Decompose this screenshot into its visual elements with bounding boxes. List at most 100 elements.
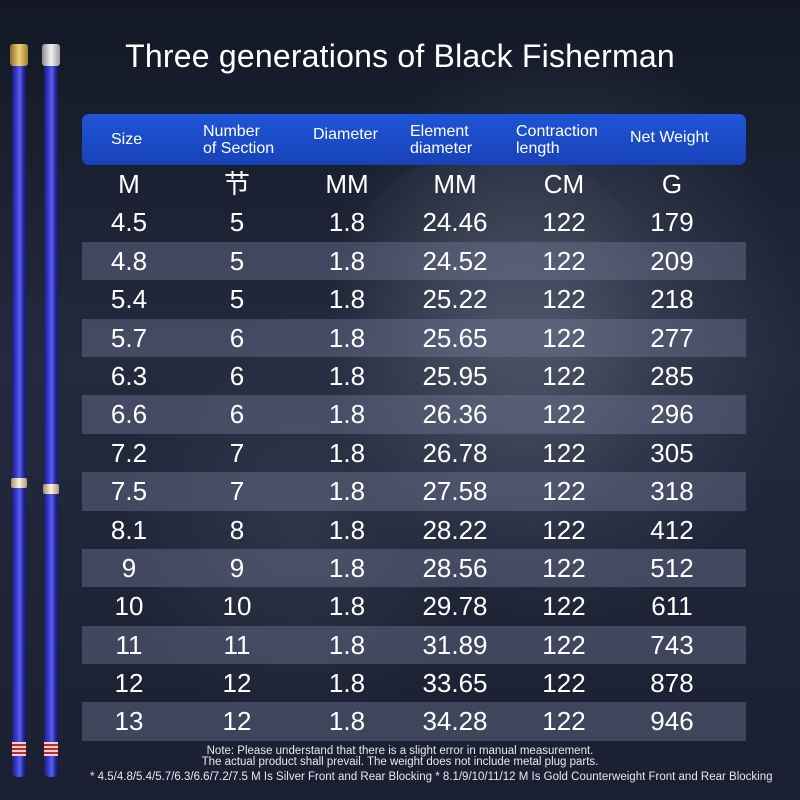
cell-sections: 12 bbox=[222, 668, 252, 699]
page-title: Three generations of Black Fisherman bbox=[125, 38, 675, 74]
unit-contraction-length: CM bbox=[543, 169, 585, 199]
header-net-weight: Net Weight bbox=[630, 114, 709, 160]
cell-diameter: 1.8 bbox=[328, 591, 366, 622]
cell-size: 4.5 bbox=[110, 207, 148, 238]
fishing-rod-right bbox=[44, 52, 58, 777]
cell-diameter: 1.8 bbox=[328, 552, 366, 583]
cell-size: 6.6 bbox=[110, 399, 148, 430]
cell-size: 8.1 bbox=[110, 514, 148, 545]
table-row: 4.8 5 1.8 24.52 122 209 bbox=[82, 241, 746, 281]
cell-sections: 9 bbox=[229, 552, 245, 583]
cell-element-diameter: 25.22 bbox=[422, 284, 488, 315]
cell-diameter: 1.8 bbox=[328, 668, 366, 699]
cell-sections: 11 bbox=[223, 629, 251, 660]
cell-sections: 6 bbox=[229, 322, 245, 353]
header-label: length bbox=[516, 139, 560, 157]
cell-diameter: 1.8 bbox=[328, 284, 366, 315]
table-row: 11 11 1.8 31.89 122 743 bbox=[82, 625, 746, 665]
cell-net-weight: 218 bbox=[650, 284, 694, 315]
rod-cap-silver bbox=[42, 44, 60, 66]
cell-sections: 5 bbox=[229, 245, 245, 276]
cell-sections: 7 bbox=[229, 437, 245, 468]
cell-net-weight: 611 bbox=[651, 591, 693, 622]
cell-contraction-length: 122 bbox=[542, 399, 586, 430]
cell-diameter: 1.8 bbox=[328, 476, 366, 507]
table-row: 7.5 7 1.8 27.58 122 318 bbox=[82, 472, 746, 511]
header-diameter: Diameter bbox=[313, 114, 378, 154]
cell-element-diameter: 34.28 bbox=[422, 706, 488, 737]
cell-contraction-length: 122 bbox=[542, 668, 586, 699]
cell-net-weight: 209 bbox=[650, 245, 694, 276]
table-row: 4.5 5 1.8 24.46 122 179 bbox=[82, 203, 746, 241]
unit-net-weight: G bbox=[661, 169, 683, 199]
cell-element-diameter: 33.65 bbox=[422, 668, 488, 699]
header-label: Size bbox=[111, 131, 143, 148]
header-label: Element bbox=[410, 122, 469, 140]
cell-sections: 10 bbox=[222, 591, 252, 622]
cell-net-weight: 743 bbox=[650, 629, 694, 660]
table-header: Size Number of Section Diameter Element … bbox=[82, 114, 746, 165]
cell-contraction-length: 122 bbox=[542, 360, 586, 391]
cell-sections: 5 bbox=[229, 284, 245, 315]
cell-contraction-length: 122 bbox=[542, 552, 586, 583]
note-line: Note: Please understand that there is a … bbox=[206, 745, 594, 757]
cell-size: 10 bbox=[114, 591, 144, 622]
header-contraction-length: Contraction length bbox=[516, 114, 598, 165]
cell-size: 5.7 bbox=[110, 322, 148, 353]
cell-net-weight: 946 bbox=[650, 706, 694, 737]
table-row: 6.6 6 1.8 26.36 122 296 bbox=[82, 395, 746, 434]
cell-contraction-length: 122 bbox=[542, 245, 586, 276]
cell-element-diameter: 25.95 bbox=[422, 360, 488, 391]
cell-element-diameter: 24.52 bbox=[422, 245, 488, 276]
cell-contraction-length: 122 bbox=[542, 284, 586, 315]
table-row: 13 12 1.8 34.28 122 946 bbox=[82, 702, 746, 741]
cell-sections: 5 bbox=[229, 207, 245, 238]
table-row: 9 9 1.8 28.56 122 512 bbox=[82, 548, 746, 588]
units-row: M 节 MM MM CM G bbox=[82, 165, 746, 203]
cell-element-diameter: 27.58 bbox=[422, 476, 488, 507]
cell-diameter: 1.8 bbox=[328, 207, 366, 238]
table-row: 8.1 8 1.8 28.22 122 412 bbox=[82, 511, 746, 549]
header-size: Size bbox=[111, 114, 142, 165]
cell-sections: 6 bbox=[229, 360, 245, 391]
cell-contraction-length: 122 bbox=[542, 629, 586, 660]
header-label: Contraction bbox=[516, 122, 598, 140]
rod-band bbox=[43, 484, 59, 494]
cell-sections: 7 bbox=[229, 476, 245, 507]
cell-diameter: 1.8 bbox=[328, 629, 366, 660]
cell-net-weight: 296 bbox=[650, 399, 694, 430]
table-row: 12 12 1.8 33.65 122 878 bbox=[82, 664, 746, 702]
cell-sections: 8 bbox=[229, 514, 245, 545]
cell-contraction-length: 122 bbox=[542, 207, 586, 238]
table-row: 10 10 1.8 29.78 122 611 bbox=[82, 587, 746, 625]
rod-cap-gold bbox=[10, 44, 28, 66]
cell-diameter: 1.8 bbox=[328, 245, 366, 276]
cell-net-weight: 512 bbox=[650, 552, 694, 583]
cell-element-diameter: 26.78 bbox=[422, 437, 488, 468]
header-label: diameter bbox=[410, 139, 473, 157]
cell-contraction-length: 122 bbox=[542, 591, 586, 622]
table-row: 7.2 7 1.8 26.78 122 305 bbox=[82, 434, 746, 472]
cell-contraction-length: 122 bbox=[542, 322, 586, 353]
cell-sections: 6 bbox=[229, 399, 245, 430]
rod-tip-stripes bbox=[12, 742, 26, 756]
cell-contraction-length: 122 bbox=[542, 476, 586, 507]
cell-size: 4.8 bbox=[110, 245, 148, 276]
header-label: of Section bbox=[203, 139, 275, 157]
unit-sections: 节 bbox=[223, 169, 250, 199]
fisherman-silhouette bbox=[330, 150, 660, 570]
cell-size: 12 bbox=[114, 668, 144, 699]
note-line: The actual product shall prevail. The we… bbox=[201, 756, 599, 768]
cell-net-weight: 318 bbox=[650, 476, 694, 507]
rod-tip-stripes bbox=[44, 742, 58, 756]
cell-net-weight: 277 bbox=[650, 322, 694, 353]
header-label: Net Weight bbox=[630, 128, 709, 146]
cell-net-weight: 179 bbox=[650, 207, 694, 238]
cell-net-weight: 305 bbox=[650, 437, 694, 468]
cell-size: 5.4 bbox=[110, 284, 148, 315]
cell-diameter: 1.8 bbox=[328, 399, 366, 430]
cell-size: 13 bbox=[114, 706, 144, 737]
cell-element-diameter: 28.56 bbox=[422, 552, 488, 583]
cell-diameter: 1.8 bbox=[328, 322, 366, 353]
cell-element-diameter: 28.22 bbox=[422, 514, 488, 545]
